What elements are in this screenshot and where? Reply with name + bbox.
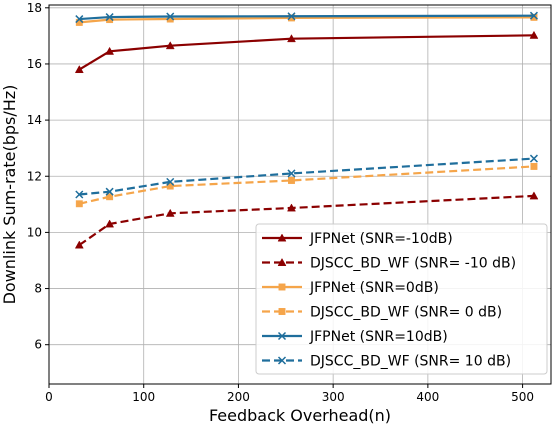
legend-entry: JFPNet (SNR=-10dB) bbox=[262, 231, 453, 247]
y-tick-label: 8 bbox=[34, 282, 42, 296]
legend-box bbox=[255, 223, 548, 375]
legend-marker bbox=[278, 308, 286, 315]
legend-marker bbox=[277, 233, 287, 242]
data-point bbox=[74, 65, 84, 74]
data-point bbox=[165, 41, 175, 50]
data-point bbox=[288, 14, 295, 22]
series-0 bbox=[74, 30, 539, 74]
data-point bbox=[166, 12, 175, 21]
x-tick-label: 200 bbox=[227, 390, 250, 404]
series-line bbox=[79, 16, 534, 24]
series-line bbox=[79, 165, 535, 205]
x-tick-label: 100 bbox=[132, 390, 155, 404]
y-tick-label: 10 bbox=[27, 225, 42, 239]
data-point bbox=[287, 169, 296, 178]
plot-frame bbox=[48, 4, 552, 385]
data-point bbox=[74, 240, 84, 249]
data-point bbox=[75, 200, 83, 208]
series-layer bbox=[74, 11, 539, 249]
x-tick-label: 0 bbox=[45, 390, 53, 404]
x-axis-label: Feedback Overhead(n) bbox=[209, 406, 391, 425]
legend-entry: DJSCC_BD_WF (SNR= 0 dB) bbox=[262, 305, 502, 321]
legend-label: JFPNet (SNR=0dB) bbox=[309, 280, 439, 296]
legend-label: DJSCC_BD_WF (SNR= 10 dB) bbox=[310, 354, 511, 370]
ticks: 0 100 200 300 400 500 6 8 10 12 14 16 18 bbox=[27, 1, 534, 404]
legend: JFPNet (SNR=-10dB) DJSCC_BD_WF (SNR= -10 … bbox=[255, 223, 548, 375]
data-point bbox=[529, 30, 539, 39]
data-point bbox=[105, 13, 114, 22]
x-tick-label: 500 bbox=[511, 390, 534, 404]
data-point bbox=[287, 12, 296, 21]
data-point bbox=[75, 18, 83, 26]
legend-marker bbox=[278, 283, 286, 291]
x-tick-label: 400 bbox=[416, 390, 439, 404]
data-point bbox=[105, 187, 114, 196]
legend-entry: JFPNet (SNR=10dB) bbox=[262, 329, 448, 345]
y-tick-label: 14 bbox=[27, 113, 42, 127]
data-point bbox=[166, 177, 175, 186]
y-axis-label: Downlink Sum-rate(bps/Hz) bbox=[0, 85, 19, 305]
x-tick-label: 300 bbox=[322, 390, 345, 404]
series-line bbox=[78, 34, 534, 71]
legend-label: JFPNet (SNR=10dB) bbox=[309, 329, 448, 345]
y-tick-label: 12 bbox=[27, 169, 42, 183]
data-point bbox=[105, 46, 115, 55]
legend-marker bbox=[277, 257, 287, 266]
y-tick-label: 16 bbox=[27, 57, 42, 71]
data-point bbox=[165, 208, 175, 217]
series-3 bbox=[75, 162, 538, 208]
data-point bbox=[75, 190, 84, 199]
y-tick-label: 6 bbox=[34, 338, 42, 352]
legend-entry: JFPNet (SNR=0dB) bbox=[262, 280, 439, 296]
data-point bbox=[75, 15, 84, 24]
grid bbox=[48, 5, 551, 384]
legend-marker bbox=[277, 331, 287, 341]
data-point bbox=[106, 193, 114, 201]
series-4 bbox=[75, 11, 538, 24]
data-point bbox=[530, 13, 538, 21]
legend-entry: DJSCC_BD_WF (SNR= -10 dB) bbox=[262, 256, 516, 272]
data-point bbox=[287, 203, 296, 212]
legend-marker bbox=[277, 356, 287, 365]
data-point bbox=[288, 177, 295, 184]
legend-label: DJSCC_BD_WF (SNR= -10 dB) bbox=[310, 256, 516, 272]
data-point bbox=[287, 34, 296, 43]
data-point bbox=[529, 11, 538, 20]
legend-entry: DJSCC_BD_WF (SNR= 10 dB) bbox=[262, 354, 511, 370]
series-1 bbox=[74, 191, 539, 249]
data-point bbox=[529, 154, 538, 163]
y-tick-label: 18 bbox=[27, 1, 42, 15]
data-point bbox=[529, 191, 539, 200]
data-point bbox=[105, 219, 115, 228]
legend-label: DJSCC_BD_WF (SNR= 0 dB) bbox=[310, 305, 502, 321]
legend-label: JFPNet (SNR=-10dB) bbox=[309, 231, 453, 247]
series-5 bbox=[75, 154, 538, 199]
data-point bbox=[530, 162, 538, 170]
